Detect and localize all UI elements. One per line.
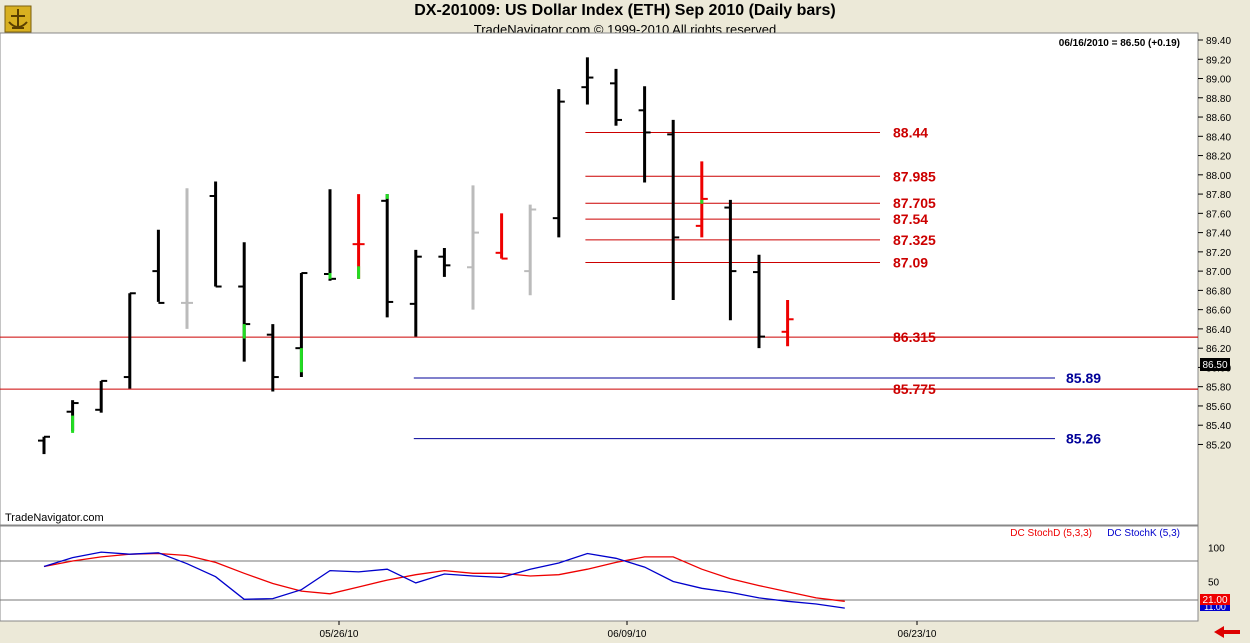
ohlc-bar bbox=[781, 300, 794, 347]
stoch-series-line bbox=[43, 552, 845, 602]
price-tick-label: 88.40 bbox=[1206, 132, 1231, 143]
level-lines: 88.4487.98587.70587.5487.32587.0986.3158… bbox=[0, 124, 1198, 447]
ohlc-bar bbox=[724, 199, 737, 321]
date-tick-label: 06/09/10 bbox=[608, 629, 647, 640]
last-price-tag: 86.50 bbox=[1202, 360, 1227, 371]
price-tick-label: 87.20 bbox=[1206, 248, 1231, 259]
ohlc-bar bbox=[209, 181, 222, 288]
ohlc-bar bbox=[753, 254, 765, 349]
ohlc-bar bbox=[381, 194, 394, 318]
chart-title: DX-201009: US Dollar Index (ETH) Sep 201… bbox=[414, 2, 836, 19]
level-label: 88.44 bbox=[893, 124, 928, 140]
price-bars bbox=[38, 57, 794, 455]
price-tick-label: 88.00 bbox=[1206, 171, 1231, 182]
legend-stoch-d: DC StochD (5,3,3) bbox=[1010, 528, 1092, 539]
scroll-left-arrow-icon[interactable] bbox=[1212, 625, 1242, 639]
stoch-series-line bbox=[43, 551, 845, 609]
tradenavigator-logo-icon bbox=[4, 5, 32, 33]
level-label: 85.26 bbox=[1066, 431, 1101, 447]
ohlc-bar bbox=[524, 204, 537, 296]
date-axis: 05/26/10 06/09/10 06/23/10 bbox=[320, 621, 937, 640]
stoch-k-tag-bg bbox=[1200, 601, 1230, 611]
price-tick-label: 85.20 bbox=[1206, 440, 1231, 451]
stoch-tick-label: 100 bbox=[1208, 543, 1225, 554]
ohlc-bar bbox=[467, 185, 479, 310]
ohlc-bar bbox=[438, 248, 451, 277]
price-tick-label: 87.40 bbox=[1206, 229, 1231, 240]
price-tick-label: 89.00 bbox=[1206, 75, 1231, 86]
ohlc-bar bbox=[38, 435, 50, 455]
stoch-k-tag: 11.00 bbox=[1204, 602, 1226, 612]
watermark: TradeNavigator.com bbox=[5, 512, 104, 524]
level-label: 87.705 bbox=[893, 195, 936, 211]
ohlc-bar bbox=[152, 229, 165, 304]
ohlc-bar bbox=[266, 324, 279, 392]
price-tick-label: 88.80 bbox=[1206, 94, 1231, 105]
price-tick-label: 85.40 bbox=[1206, 421, 1231, 432]
last-price-info: 06/16/2010 = 86.50 (+0.19) bbox=[1059, 38, 1180, 49]
price-tick-label: 85.80 bbox=[1206, 383, 1231, 394]
price-tick-label: 89.20 bbox=[1206, 55, 1231, 66]
price-tick-label: 88.60 bbox=[1206, 113, 1231, 124]
date-tick-label: 05/26/10 bbox=[320, 629, 359, 640]
ohlc-bar bbox=[610, 68, 622, 126]
stochastic-lines bbox=[43, 551, 845, 609]
stochastic-panel bbox=[0, 525, 1199, 622]
price-tick-label: 86.60 bbox=[1206, 306, 1231, 317]
legend-stoch-k: DC StochK (5,3) bbox=[1107, 528, 1180, 539]
price-tick-label: 86.20 bbox=[1206, 344, 1231, 355]
ohlc-bar bbox=[495, 213, 508, 260]
level-label: 87.325 bbox=[893, 232, 936, 248]
stoch-d-tag: 21.00 bbox=[1202, 595, 1227, 606]
price-tick-label: 89.40 bbox=[1206, 36, 1231, 47]
ohlc-bar bbox=[123, 292, 136, 389]
ohlc-bar bbox=[552, 89, 565, 238]
price-tick-label: 86.40 bbox=[1206, 325, 1231, 336]
level-label: 87.54 bbox=[893, 211, 928, 227]
level-label: 85.89 bbox=[1066, 370, 1101, 386]
level-label: 87.985 bbox=[893, 168, 936, 184]
ohlc-bar bbox=[352, 194, 365, 279]
ohlc-bar bbox=[409, 249, 422, 337]
ohlc-bar bbox=[181, 188, 193, 329]
price-tick-label: 87.00 bbox=[1206, 267, 1231, 278]
stochastic-axis: 100 50 bbox=[1208, 543, 1225, 588]
price-tick-label: 88.20 bbox=[1206, 152, 1231, 163]
date-tick-label: 06/23/10 bbox=[898, 629, 937, 640]
last-price-tag-bg bbox=[1200, 358, 1230, 371]
ohlc-bar bbox=[695, 161, 708, 238]
stoch-tick-label: 50 bbox=[1208, 578, 1220, 589]
price-tick-label: 87.80 bbox=[1206, 190, 1231, 201]
level-label: 87.09 bbox=[893, 254, 928, 270]
price-tick-label: 86.80 bbox=[1206, 286, 1231, 297]
price-tick-label: 87.60 bbox=[1206, 209, 1231, 220]
price-axis: 89.40 89.20 89.00 88.80 88.60 88.40 88.20 88.00… bbox=[1198, 36, 1231, 451]
ohlc-bar bbox=[667, 119, 680, 301]
ohlc-bar bbox=[95, 379, 108, 413]
ohlc-bar bbox=[638, 86, 651, 183]
stoch-d-tag-bg bbox=[1200, 594, 1230, 605]
price-tick-label: 85.60 bbox=[1206, 402, 1231, 413]
ohlc-bar bbox=[581, 57, 594, 105]
price-panel bbox=[0, 32, 1199, 526]
